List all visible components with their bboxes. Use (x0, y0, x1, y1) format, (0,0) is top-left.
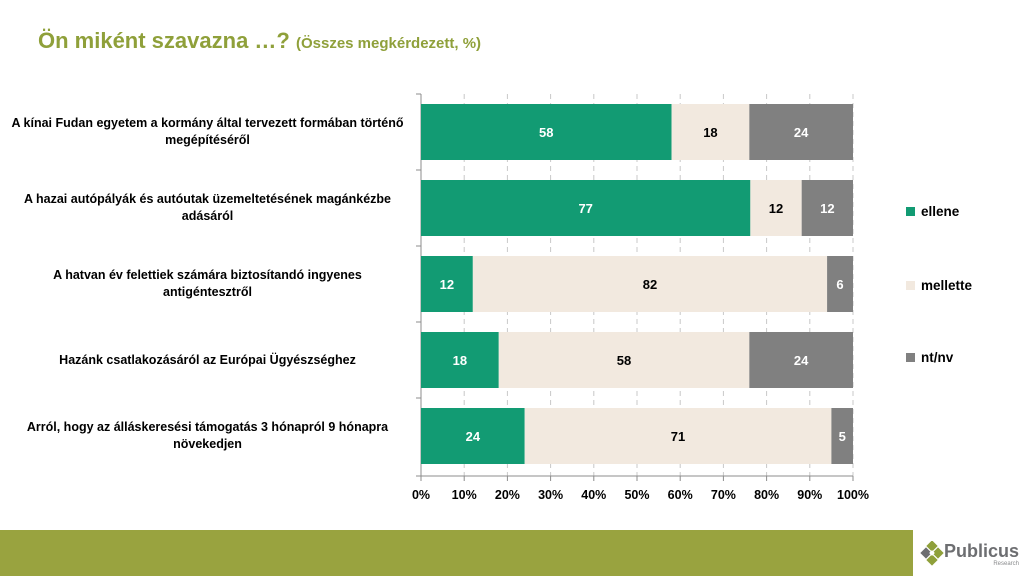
publicus-logo-icon (920, 541, 944, 566)
data-label: 58 (617, 353, 631, 368)
bar-segment-mellette (524, 408, 832, 464)
legend-item-ellene: ellene (906, 204, 959, 219)
legend-item-mellette: mellette (906, 278, 972, 293)
bar-segment-ellene (421, 332, 499, 388)
x-tick-label: 70% (711, 488, 736, 502)
bar-segment-mellette (671, 104, 750, 160)
category-label: A kínai Fudan egyetem a kormány által te… (11, 116, 404, 147)
x-tick-label: 80% (754, 488, 779, 502)
chart-title-main: Ön miként szavazna …? (38, 28, 290, 53)
bar-segment-ellene (421, 408, 525, 464)
logo-subtitle: Research (993, 560, 1020, 567)
data-label: 5 (839, 429, 846, 444)
x-tick-label: 40% (581, 488, 606, 502)
bar-segment-mellette (750, 180, 802, 236)
category-label: A hazai autópályák és autóutak üzemeltet… (23, 192, 392, 223)
x-tick-label: 60% (668, 488, 693, 502)
data-label: 71 (671, 429, 685, 444)
data-label: 82 (643, 277, 657, 292)
data-label: 58 (539, 125, 553, 140)
x-tick-label: 10% (452, 488, 477, 502)
x-tick-label: 50% (624, 488, 649, 502)
category-label: A hatvan év felettiek számára biztosítan… (53, 268, 362, 299)
footer-band (0, 530, 913, 576)
bar-segment-mellette (498, 332, 750, 388)
bar-segment-ellene (421, 256, 473, 312)
data-label: 6 (836, 277, 843, 292)
chart-title-sub: (Összes megkérdezett, %) (295, 35, 482, 52)
data-label: 18 (703, 125, 717, 140)
legend-label: nt/nv (921, 350, 954, 365)
bar-segment-ntnv (831, 408, 853, 464)
x-tick-label: 20% (495, 488, 520, 502)
data-label: 24 (466, 429, 481, 444)
bar-segment-ellene (421, 180, 751, 236)
legend-label: ellene (921, 204, 960, 219)
publicus-logo: Publicus Research (918, 536, 1024, 572)
data-label: 18 (453, 353, 467, 368)
data-label: 24 (794, 125, 809, 140)
data-label: 12 (440, 277, 454, 292)
bar-segment-mellette (472, 256, 828, 312)
legend-label: mellette (921, 278, 973, 293)
x-tick-label: 100% (837, 488, 869, 502)
chart-title: Ön miként szavazna …? (Összes megkérdeze… (38, 28, 481, 54)
logo-name: Publicus (944, 540, 1020, 561)
bar-segment-ntnv (827, 256, 853, 312)
data-label: 24 (794, 353, 809, 368)
x-tick-label: 0% (412, 488, 430, 502)
legend-swatch (906, 353, 915, 362)
data-label: 12 (769, 201, 783, 216)
data-label: 12 (820, 201, 834, 216)
bar-segment-ntnv (749, 332, 853, 388)
x-tick-label: 30% (538, 488, 563, 502)
category-label: Hazánk csatlakozásáról az Európai Ügyész… (59, 352, 356, 367)
legend-swatch (906, 207, 915, 216)
legend-item-ntnv: nt/nv (906, 350, 953, 365)
category-label: Arról, hogy az álláskeresési támogatás 3… (26, 420, 389, 451)
data-label: 77 (578, 201, 592, 216)
bar-segment-ntnv (801, 180, 853, 236)
legend-swatch (906, 281, 915, 290)
x-tick-label: 90% (797, 488, 822, 502)
bar-segment-ntnv (749, 104, 853, 160)
bar-segment-ellene (421, 104, 672, 160)
